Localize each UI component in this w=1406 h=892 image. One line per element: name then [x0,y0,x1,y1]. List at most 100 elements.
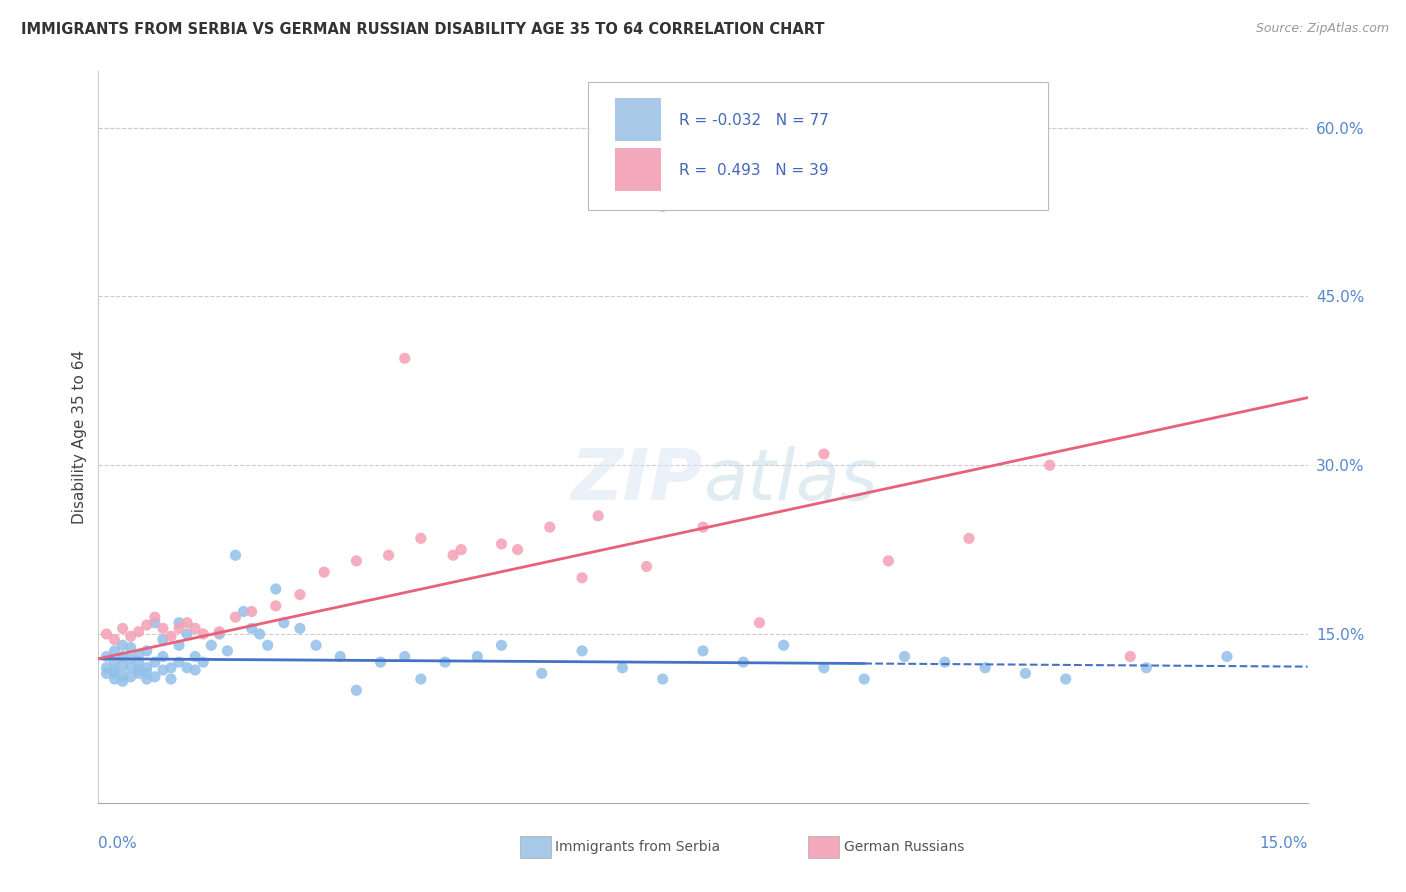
Text: R =  0.493   N = 39: R = 0.493 N = 39 [679,162,828,178]
Text: 0.0%: 0.0% [98,836,138,851]
Point [571,644,593,658]
Point [344,683,367,698]
Point [152,649,174,664]
Point [612,661,634,675]
Point [344,554,367,568]
Point [571,571,593,585]
Point [305,638,328,652]
Point [1119,649,1142,664]
Point [1216,649,1239,664]
Point [120,640,142,655]
Point [111,638,134,652]
Point [217,644,239,658]
Point [441,548,464,562]
Point [450,542,472,557]
Point [103,663,125,677]
Point [434,655,457,669]
Point [264,582,287,596]
Point [288,588,311,602]
Point [208,627,231,641]
Point [409,532,432,546]
Point [530,666,553,681]
Point [128,647,150,661]
Point [176,627,198,641]
FancyBboxPatch shape [588,82,1047,211]
Point [167,615,190,630]
Text: 15.0%: 15.0% [1260,836,1308,851]
Point [224,548,246,562]
Point [1039,458,1062,473]
Point [184,621,207,635]
Point [506,542,529,557]
Point [465,649,488,664]
Point [184,649,207,664]
Point [273,615,295,630]
Point [394,649,416,664]
Point [264,599,287,613]
Point [893,649,915,664]
Point [934,655,956,669]
Point [394,351,416,366]
Point [103,644,125,658]
Text: IMMIGRANTS FROM SERBIA VS GERMAN RUSSIAN DISABILITY AGE 35 TO 64 CORRELATION CHA: IMMIGRANTS FROM SERBIA VS GERMAN RUSSIAN… [21,22,824,37]
Point [103,672,125,686]
Point [176,615,198,630]
Point [160,661,183,675]
Point [409,672,432,686]
Point [167,621,190,635]
Point [160,672,183,686]
Point [692,520,714,534]
Point [208,624,231,639]
Point [120,629,142,643]
Y-axis label: Disability Age 35 to 64: Disability Age 35 to 64 [72,350,87,524]
Point [176,661,198,675]
Point [103,632,125,647]
Point [1054,672,1077,686]
Point [143,615,166,630]
Point [329,649,352,664]
Point [377,548,399,562]
Point [586,508,609,523]
Point [120,652,142,666]
Text: Source: ZipAtlas.com: Source: ZipAtlas.com [1256,22,1389,36]
Point [160,629,183,643]
Point [167,638,190,652]
Point [240,605,263,619]
Point [128,624,150,639]
Point [232,605,254,619]
Point [111,658,134,673]
Point [538,520,561,534]
Point [184,663,207,677]
Point [135,672,157,686]
Point [877,554,900,568]
Point [692,644,714,658]
Point [135,666,157,681]
Point [143,670,166,684]
Point [96,649,118,664]
Point [111,674,134,689]
Point [288,621,311,635]
Point [240,621,263,635]
Point [96,666,118,681]
Point [1135,661,1157,675]
Point [224,610,246,624]
Point [651,199,673,213]
Point [152,663,174,677]
Point [813,447,835,461]
Text: ZIP: ZIP [571,447,703,516]
Point [143,610,166,624]
Point [772,638,794,652]
Point [120,670,142,684]
Bar [614,98,661,141]
Point [128,663,150,677]
Point [111,621,134,635]
Point [103,666,125,681]
Point [135,644,157,658]
Point [135,618,157,632]
Point [200,638,222,652]
Point [491,537,513,551]
Point [651,672,673,686]
Point [193,655,215,669]
Point [152,632,174,647]
Point [813,661,835,675]
